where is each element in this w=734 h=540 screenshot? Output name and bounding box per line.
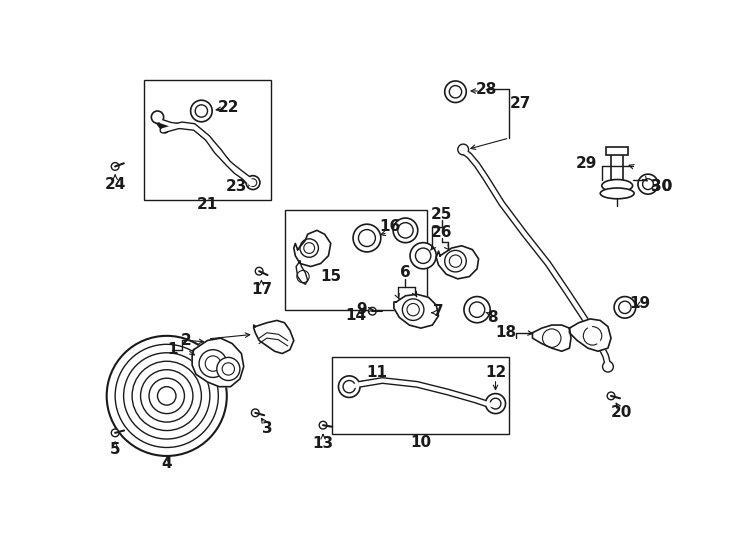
Circle shape: [199, 350, 227, 377]
Circle shape: [304, 242, 315, 253]
Text: 3: 3: [261, 421, 272, 436]
Text: 9: 9: [356, 302, 367, 317]
Bar: [285, 210, 427, 309]
Circle shape: [464, 296, 490, 323]
Bar: [333, 357, 509, 434]
Circle shape: [149, 378, 184, 414]
Circle shape: [449, 85, 462, 98]
Polygon shape: [570, 319, 611, 351]
Circle shape: [407, 303, 419, 316]
Circle shape: [338, 376, 360, 397]
Circle shape: [222, 363, 234, 375]
Circle shape: [449, 255, 462, 267]
Circle shape: [607, 392, 615, 400]
Circle shape: [255, 267, 263, 275]
Text: 22: 22: [217, 100, 239, 114]
Circle shape: [319, 421, 327, 429]
Bar: [144, 80, 271, 200]
Text: 1: 1: [167, 342, 178, 357]
Circle shape: [410, 242, 436, 269]
Circle shape: [398, 222, 413, 238]
Circle shape: [485, 394, 506, 414]
Text: 19: 19: [630, 296, 651, 311]
Circle shape: [115, 345, 218, 448]
Text: 30: 30: [651, 179, 672, 194]
Text: 26: 26: [431, 225, 452, 240]
Text: 10: 10: [410, 435, 432, 450]
Text: 21: 21: [197, 198, 218, 212]
Text: 24: 24: [104, 177, 126, 192]
Text: 2: 2: [181, 333, 192, 348]
Ellipse shape: [600, 188, 634, 199]
Text: 20: 20: [611, 406, 632, 420]
Circle shape: [638, 174, 658, 194]
Text: 25: 25: [431, 207, 452, 222]
Circle shape: [106, 336, 227, 456]
Circle shape: [140, 370, 193, 422]
Circle shape: [195, 105, 208, 117]
Circle shape: [393, 218, 418, 242]
Text: 13: 13: [313, 436, 334, 451]
Circle shape: [206, 356, 221, 372]
Polygon shape: [296, 261, 308, 284]
Circle shape: [151, 111, 164, 123]
Circle shape: [490, 398, 501, 409]
Text: 29: 29: [575, 156, 597, 171]
Circle shape: [300, 239, 319, 257]
Circle shape: [642, 179, 653, 190]
Circle shape: [343, 381, 355, 393]
Text: 7: 7: [433, 303, 444, 319]
Circle shape: [458, 144, 468, 155]
Circle shape: [614, 296, 636, 318]
Circle shape: [132, 361, 201, 430]
Text: 11: 11: [366, 365, 388, 380]
Text: 5: 5: [110, 442, 120, 457]
Circle shape: [191, 100, 212, 122]
Text: 23: 23: [225, 179, 247, 194]
Polygon shape: [254, 320, 294, 354]
Circle shape: [603, 361, 614, 372]
Circle shape: [402, 299, 424, 320]
Text: 28: 28: [476, 82, 497, 97]
Circle shape: [584, 327, 602, 345]
Circle shape: [158, 387, 176, 405]
Text: 15: 15: [320, 269, 341, 284]
Circle shape: [358, 230, 375, 247]
Circle shape: [445, 81, 466, 103]
Circle shape: [619, 301, 631, 314]
Circle shape: [353, 224, 381, 252]
Text: 6: 6: [400, 265, 411, 280]
Polygon shape: [436, 246, 479, 279]
Text: 30: 30: [651, 179, 672, 194]
Circle shape: [368, 307, 376, 315]
Circle shape: [112, 429, 119, 437]
Text: 17: 17: [251, 282, 272, 297]
Circle shape: [112, 163, 119, 170]
Ellipse shape: [602, 179, 633, 192]
Bar: [611, 153, 623, 180]
Bar: [606, 147, 628, 155]
Text: 18: 18: [495, 325, 516, 340]
Polygon shape: [394, 294, 438, 328]
Circle shape: [297, 271, 309, 283]
Circle shape: [445, 251, 466, 272]
Polygon shape: [532, 325, 571, 351]
Text: 14: 14: [345, 308, 366, 322]
Circle shape: [415, 248, 431, 264]
Circle shape: [217, 357, 240, 381]
Circle shape: [246, 176, 260, 190]
Text: 12: 12: [485, 365, 506, 380]
Text: 16: 16: [379, 219, 401, 234]
Circle shape: [542, 329, 561, 347]
Polygon shape: [294, 231, 331, 267]
Text: 27: 27: [510, 96, 531, 111]
Circle shape: [249, 179, 257, 186]
Circle shape: [469, 302, 484, 318]
Circle shape: [123, 353, 210, 439]
Circle shape: [252, 409, 259, 417]
Text: 4: 4: [161, 456, 172, 471]
Polygon shape: [192, 338, 244, 387]
Text: 8: 8: [487, 310, 498, 325]
